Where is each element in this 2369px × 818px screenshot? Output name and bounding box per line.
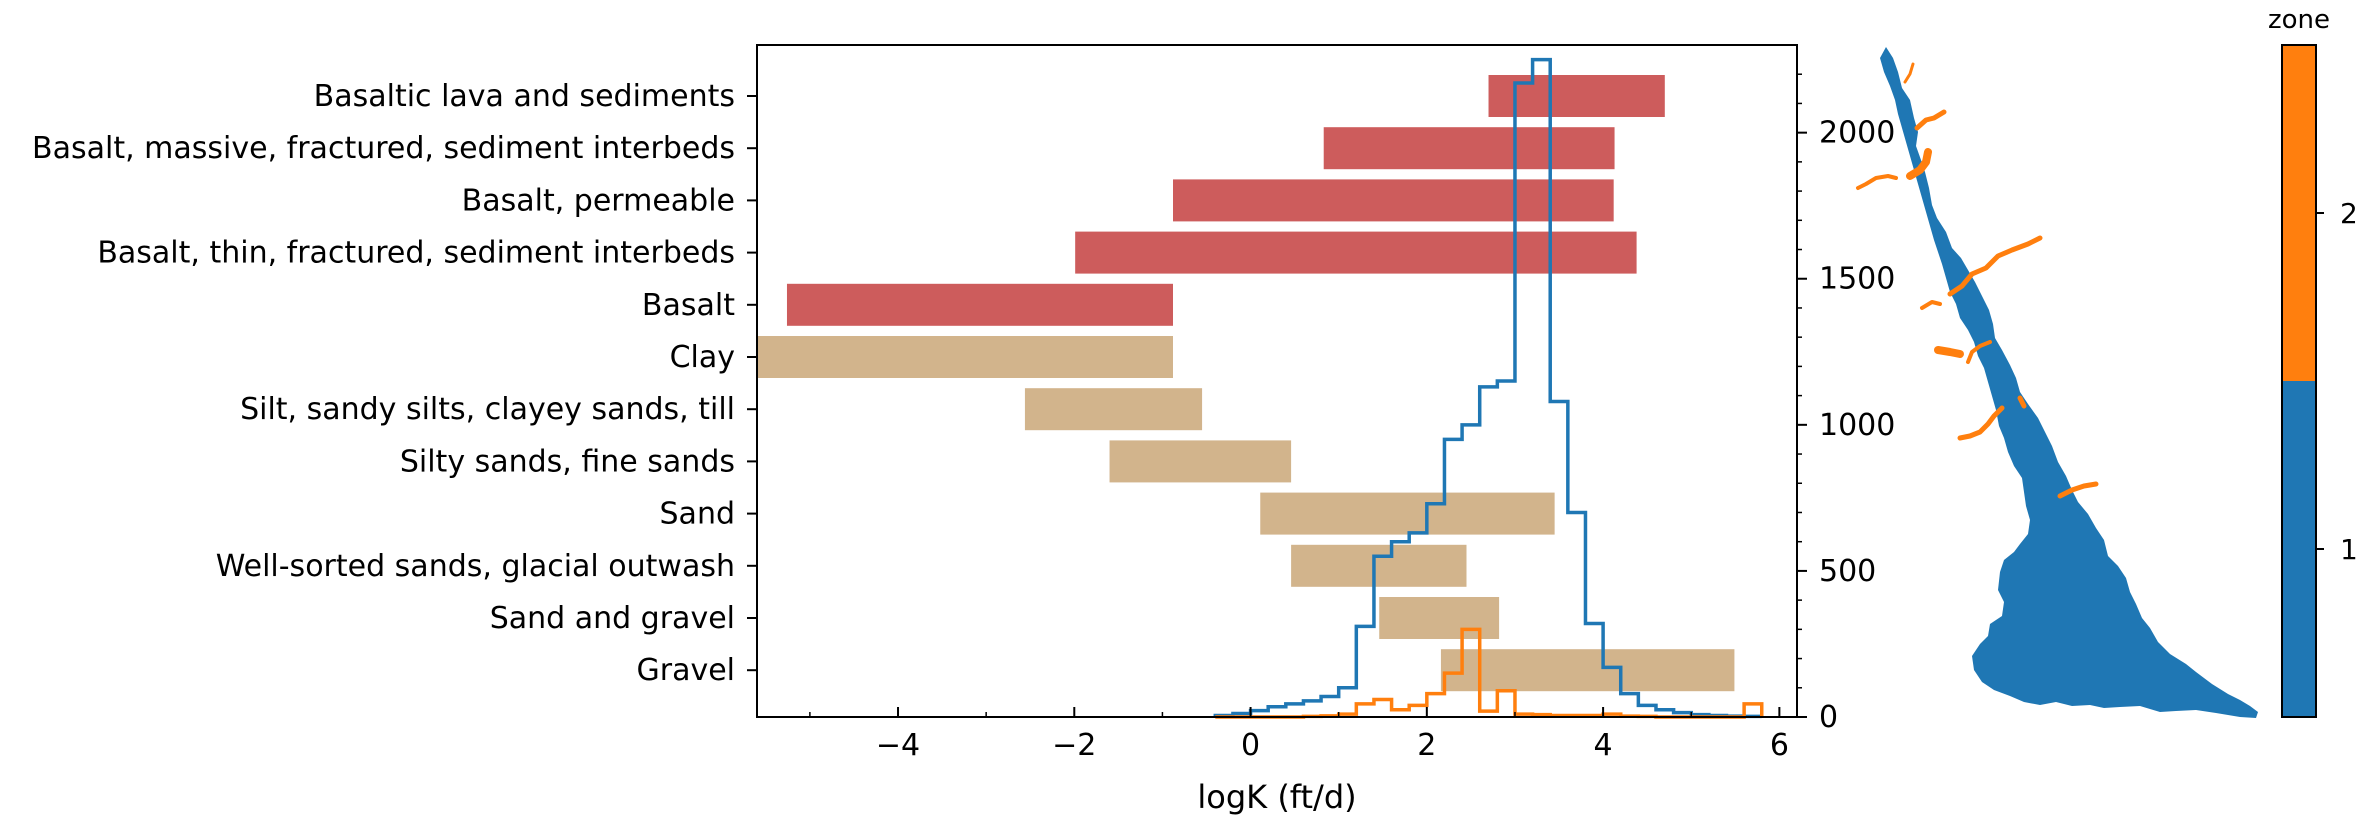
bar-7 — [1024, 388, 1203, 431]
colorbar-zone-1 — [2282, 381, 2316, 717]
category-label-9: Sand — [660, 497, 735, 532]
histogram-series-1 — [1213, 57, 1764, 719]
zone-colorbar: 1 2 zone — [2268, 5, 2358, 718]
zone-map — [1856, 47, 2258, 718]
x-tick-label-2: 0 — [1241, 728, 1260, 763]
x-tick-label-1: −2 — [1052, 728, 1096, 763]
bar-10 — [1291, 544, 1467, 587]
category-label-10: Well-sorted sands, glacial outwash — [216, 549, 735, 584]
bar-12 — [1440, 649, 1735, 692]
category-label-8: Silty sands, fine sands — [400, 444, 735, 479]
colorbar-tick-label-1: 1 — [2340, 533, 2358, 566]
y-right-tick-label-2: 1000 — [1819, 408, 1895, 443]
y-right-tick-label-4: 2000 — [1819, 116, 1895, 151]
bar-5 — [786, 283, 1173, 326]
category-axis: Basaltic lava and sediments Basalt, massi… — [32, 79, 757, 688]
bar-6 — [757, 336, 1173, 378]
category-label-3: Basalt, permeable — [462, 183, 735, 218]
category-label-4: Basalt, thin, fractured, sediment interb… — [97, 236, 735, 271]
lithology-bars — [757, 75, 1735, 692]
y-right-tick-label-0: 0 — [1819, 700, 1838, 735]
category-label-7: Silt, sandy silts, clayey sands, till — [240, 392, 735, 427]
map-zone-2-tributaries — [1856, 62, 2099, 499]
category-label-11: Sand and gravel — [490, 601, 735, 636]
y-right-tick-label-3: 1500 — [1819, 262, 1895, 297]
x-tick-label-4: 4 — [1594, 728, 1613, 763]
bar-4 — [1075, 231, 1637, 274]
category-label-1: Basaltic lava and sediments — [314, 79, 735, 114]
x-axis: −4 −2 0 2 4 6 — [809, 707, 1789, 763]
bar-9 — [1260, 492, 1555, 535]
category-label-12: Gravel — [636, 653, 735, 688]
colorbar-zone-2 — [2282, 45, 2316, 381]
x-axis-label: logK (ft/d) — [1197, 778, 1356, 816]
bar-3 — [1173, 179, 1614, 222]
colorbar-tick-label-2: 2 — [2340, 197, 2358, 230]
x-tick-label-5: 6 — [1770, 728, 1789, 763]
colorbar-frame — [2281, 44, 2317, 718]
plot-frame — [756, 44, 1798, 718]
category-label-2: Basalt, massive, fractured, sediment int… — [32, 131, 735, 166]
y-right-tick-label-1: 500 — [1819, 554, 1876, 589]
count-axis-right: 0 500 1000 1500 2000 — [1797, 73, 1895, 735]
x-tick-label-3: 2 — [1417, 728, 1436, 763]
category-label-5: Basalt — [642, 288, 735, 323]
map-zone-1-body — [1880, 47, 2258, 718]
bar-2 — [1323, 127, 1615, 170]
category-label-6: Clay — [670, 340, 735, 375]
x-tick-label-0: −4 — [876, 728, 920, 763]
colorbar-label: zone — [2268, 5, 2330, 35]
bar-8 — [1109, 440, 1292, 483]
